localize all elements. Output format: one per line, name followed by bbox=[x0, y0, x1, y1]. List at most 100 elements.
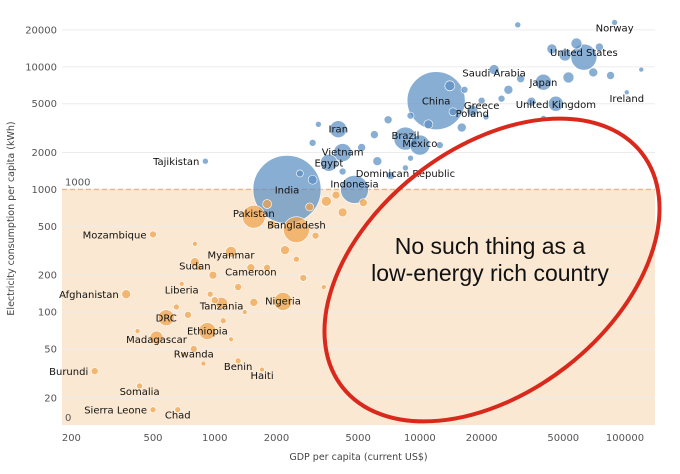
label-dominican-republic: Dominican Republic bbox=[356, 169, 455, 180]
label-burundi: Burundi bbox=[49, 367, 88, 378]
point bbox=[307, 174, 318, 185]
annotation-line-2: low-energy rich country bbox=[371, 260, 609, 286]
x-tick-label: 100000 bbox=[606, 433, 644, 444]
point-benin bbox=[234, 357, 242, 365]
point bbox=[331, 190, 341, 200]
point bbox=[460, 85, 469, 94]
y-tick-label: 50 bbox=[44, 344, 57, 355]
point bbox=[595, 42, 604, 52]
point bbox=[338, 167, 347, 176]
y-tick-label: 1000 bbox=[32, 185, 57, 196]
point bbox=[180, 351, 186, 358]
point-dominican-republic bbox=[402, 164, 409, 172]
point bbox=[308, 139, 317, 147]
y-tick-label: 10000 bbox=[25, 62, 57, 73]
label-benin: Benin bbox=[224, 362, 252, 373]
label-saudi-arabia: Saudi Arabia bbox=[462, 69, 525, 80]
x-tick-label: 5000 bbox=[345, 433, 370, 444]
label-bangladesh: Bangladesh bbox=[267, 221, 326, 232]
point-mexico bbox=[409, 134, 431, 156]
point bbox=[241, 309, 248, 315]
point-burundi bbox=[90, 367, 99, 375]
point bbox=[638, 66, 645, 73]
label-china: China bbox=[422, 97, 451, 108]
x-tick-label: 1000 bbox=[202, 433, 227, 444]
point bbox=[173, 303, 180, 311]
label-tajikistan: Tajikistan bbox=[152, 157, 199, 168]
point bbox=[516, 74, 525, 84]
x-tick-label: 50000 bbox=[547, 433, 579, 444]
label-united-kingdom: United Kingdom bbox=[516, 100, 596, 111]
point bbox=[263, 263, 271, 272]
point-poland bbox=[466, 104, 479, 117]
label-chad: Chad bbox=[165, 411, 191, 422]
label-mozambique: Mozambique bbox=[83, 230, 147, 241]
label-sierra-leone: Sierra Leone bbox=[84, 406, 147, 417]
point-liberia bbox=[178, 281, 185, 287]
point bbox=[280, 245, 290, 255]
point bbox=[262, 199, 272, 209]
point-iran bbox=[329, 120, 348, 139]
point-vietnam bbox=[333, 143, 352, 162]
label-afghanistan: Afghanistan bbox=[59, 290, 119, 301]
point bbox=[386, 171, 395, 180]
label-cameroon: Cameroon bbox=[225, 268, 276, 279]
x-axis-title: GDP per capita (current US$) bbox=[289, 452, 427, 463]
point-myanmar bbox=[225, 246, 237, 258]
x-tick-label: 200 bbox=[62, 433, 81, 444]
label-greece: Greece bbox=[464, 101, 500, 112]
point-madagascar bbox=[149, 330, 164, 345]
point bbox=[435, 141, 444, 149]
label-drc: DRC bbox=[156, 314, 177, 325]
point-bangladesh bbox=[283, 216, 310, 243]
point bbox=[482, 113, 490, 121]
point-chad bbox=[174, 406, 182, 413]
low-energy-region bbox=[62, 189, 655, 425]
label-brazil: Brazil bbox=[391, 131, 419, 142]
y-axis-title: Electricity consumption per capita (kWh) bbox=[6, 121, 17, 315]
point bbox=[337, 207, 348, 218]
point bbox=[558, 48, 572, 62]
point bbox=[311, 231, 320, 240]
point bbox=[228, 336, 234, 343]
y-tick-label: 100 bbox=[38, 308, 57, 319]
point bbox=[444, 80, 456, 92]
point bbox=[383, 115, 393, 125]
point bbox=[503, 84, 514, 95]
point bbox=[305, 202, 314, 212]
point bbox=[195, 264, 203, 272]
point bbox=[321, 196, 332, 207]
point bbox=[497, 94, 506, 103]
x-tick-label: 500 bbox=[143, 433, 162, 444]
point-greece bbox=[477, 96, 486, 105]
region-zero-label: 0 bbox=[65, 413, 71, 424]
x-tick-label: 2000 bbox=[264, 433, 289, 444]
point bbox=[562, 71, 575, 84]
point bbox=[206, 290, 214, 298]
point bbox=[456, 122, 467, 133]
point bbox=[293, 255, 300, 263]
point-sierra-leone bbox=[149, 406, 157, 413]
point-pakistan bbox=[242, 204, 266, 229]
point bbox=[296, 169, 304, 178]
label-rwanda: Rwanda bbox=[174, 349, 214, 360]
annotation-line-1: No such thing as a bbox=[395, 233, 586, 259]
y-tick-label: 500 bbox=[38, 222, 57, 233]
point-nigeria bbox=[273, 292, 293, 311]
point-ireland bbox=[623, 89, 630, 96]
point bbox=[320, 284, 327, 290]
label-iran: Iran bbox=[329, 125, 349, 136]
point-drc bbox=[157, 309, 175, 326]
label-india: India bbox=[275, 185, 300, 196]
point-tajikistan bbox=[202, 157, 209, 165]
point bbox=[514, 21, 522, 29]
label-japan: Japan bbox=[528, 78, 557, 89]
point-rwanda bbox=[189, 345, 198, 353]
data-points bbox=[90, 19, 645, 413]
threshold-label: 1000 bbox=[65, 177, 90, 188]
point bbox=[315, 120, 322, 128]
label-madagascar: Madagascar bbox=[126, 335, 188, 346]
point bbox=[359, 198, 368, 207]
